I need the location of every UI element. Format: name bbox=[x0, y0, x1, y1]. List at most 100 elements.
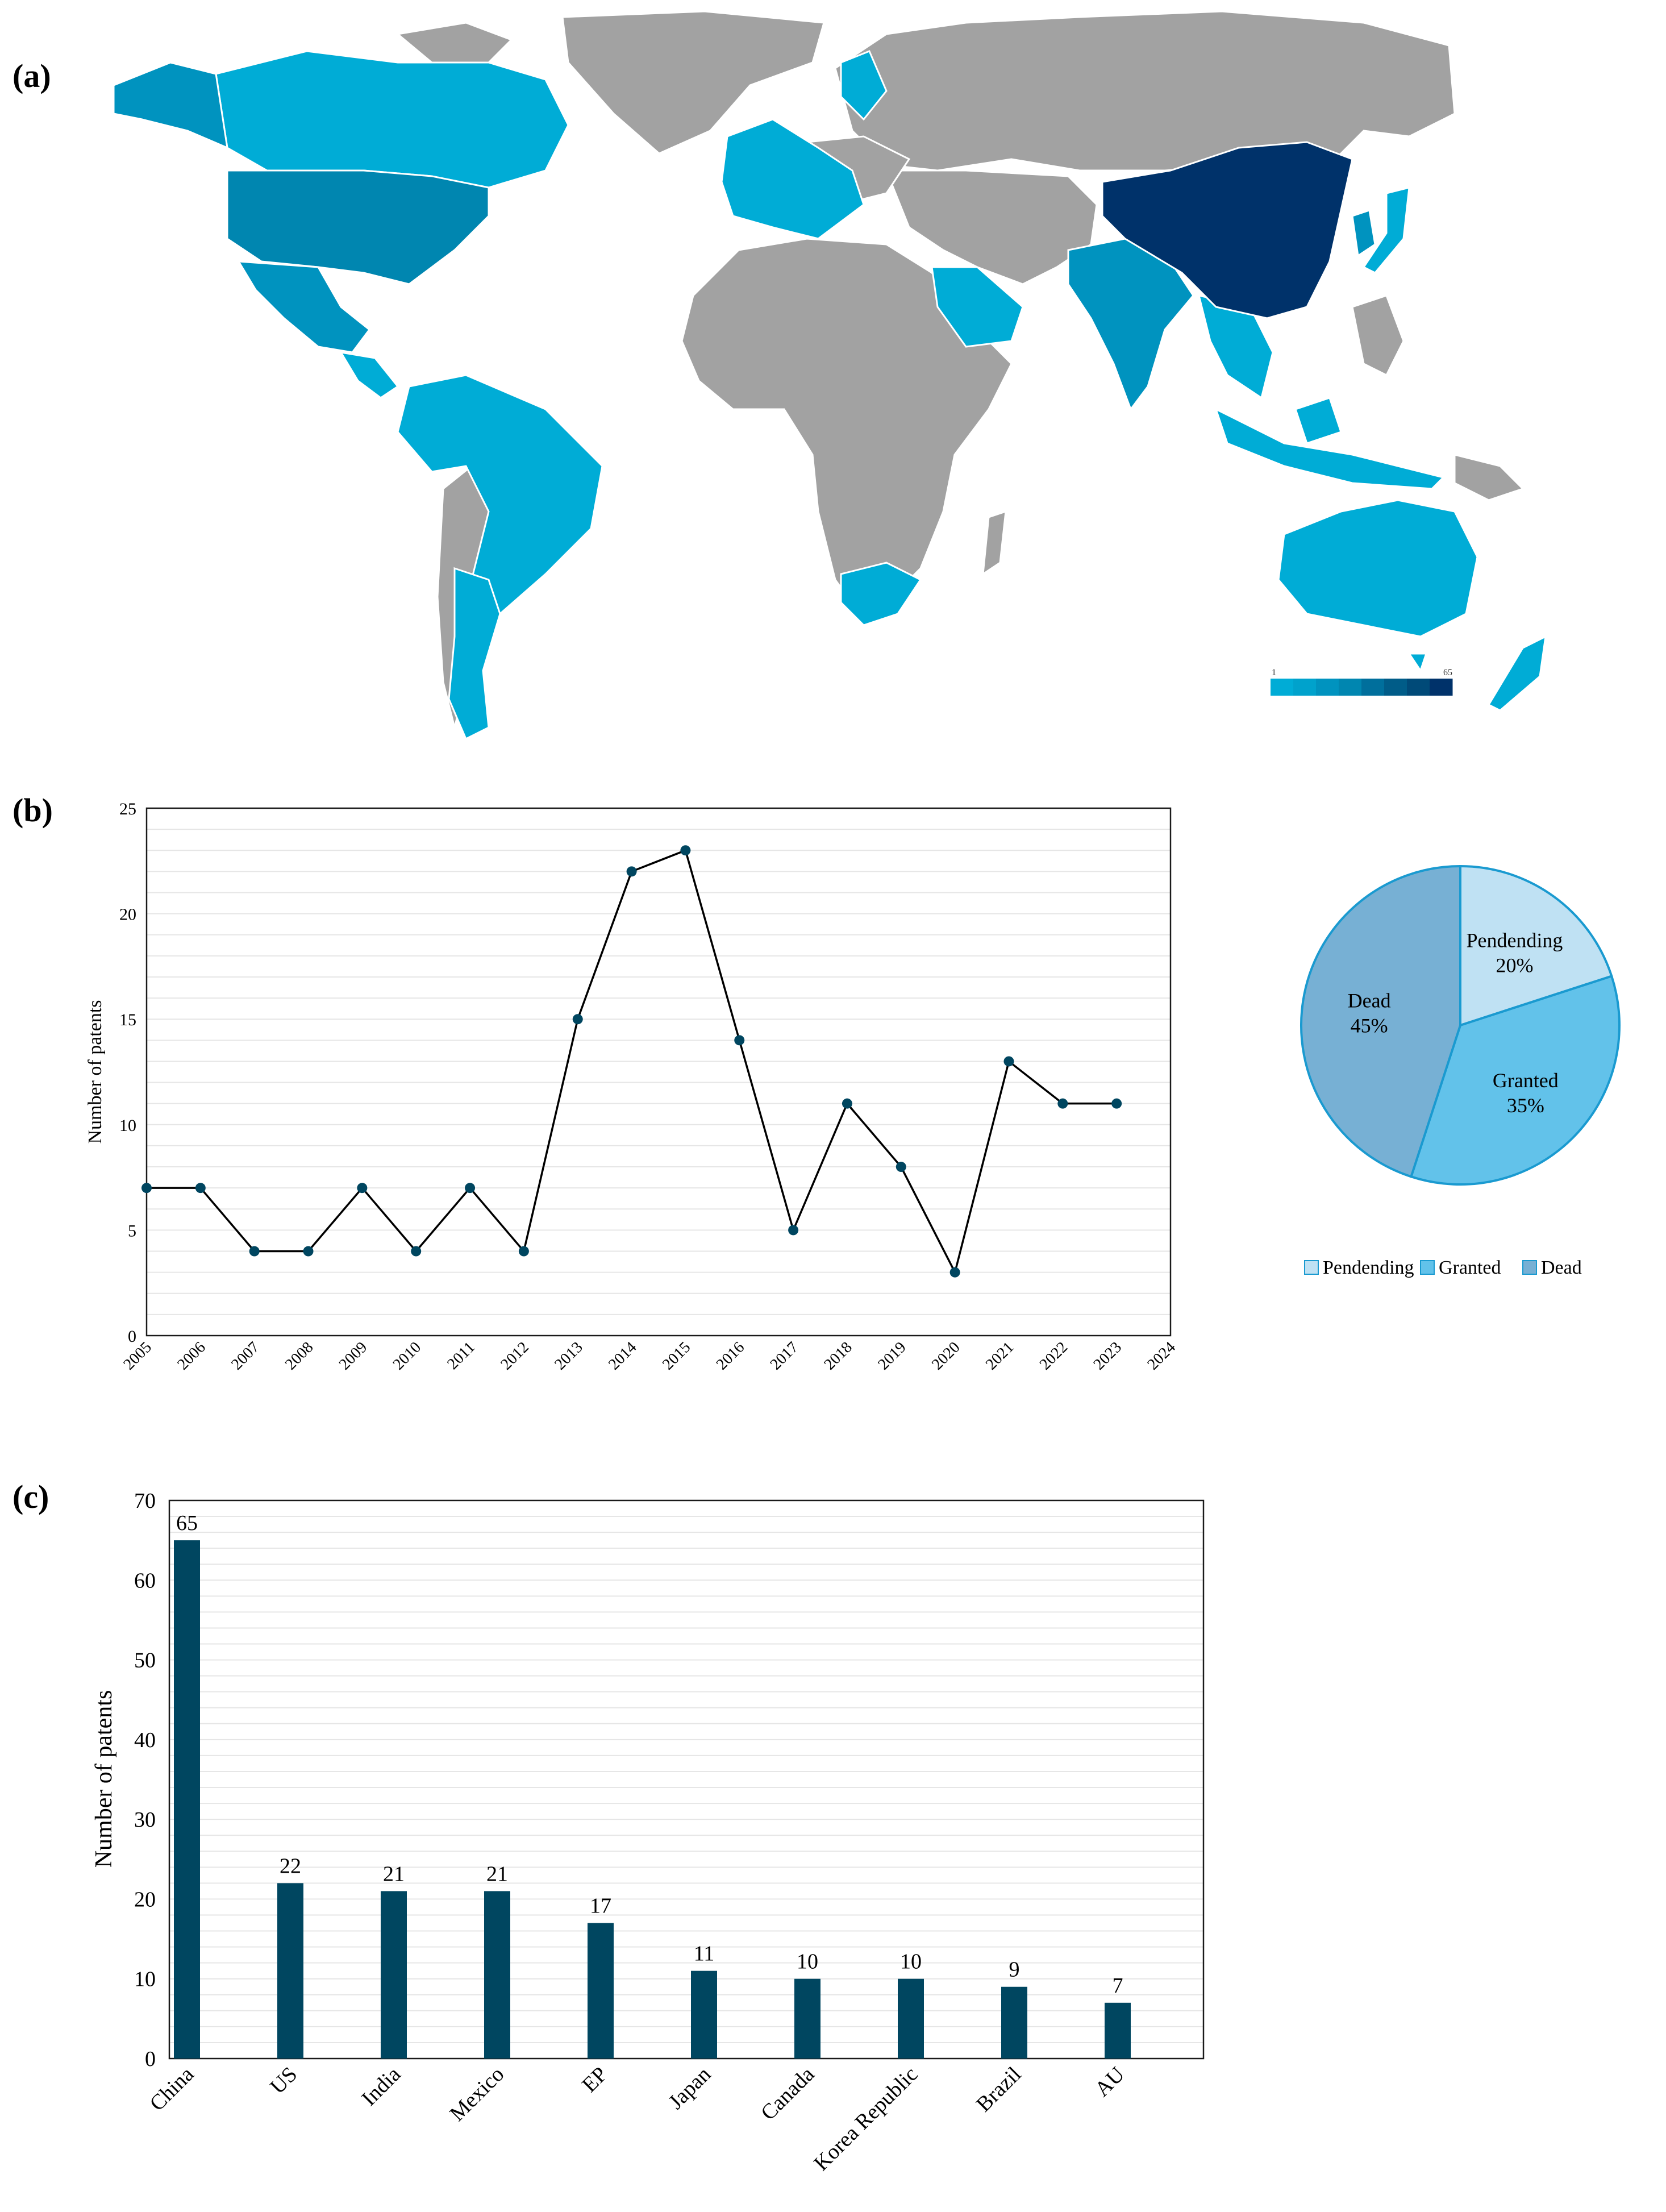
central-asia-shape bbox=[885, 169, 1098, 285]
map-legend-swatch bbox=[1339, 679, 1362, 696]
line-chart-point bbox=[1057, 1098, 1068, 1109]
tasmania-shape bbox=[1407, 652, 1428, 673]
bar-chart-x-tick-label: US bbox=[265, 2063, 302, 2099]
line-chart-x-tick-label: 2018 bbox=[820, 1338, 856, 1374]
bar-data-label: 9 bbox=[1009, 1958, 1020, 1982]
line-chart-x-ticks: 2005 2006 2007 2008 2009 2010 2011 2012 2013 2014… bbox=[120, 1338, 1179, 1374]
bar-ep bbox=[588, 1923, 614, 2059]
bar-chart-x-tick-label: AU bbox=[1090, 2063, 1130, 2102]
pie-slice-dead bbox=[1300, 864, 1461, 1178]
world-map: 1 65 bbox=[113, 10, 1547, 741]
line-chart-point bbox=[626, 866, 637, 877]
line-chart-x-tick-label: 2019 bbox=[874, 1338, 910, 1374]
bar-chart-x-tick-label: Mexico bbox=[445, 2063, 509, 2126]
line-chart-y-ticks: 0 5 10 15 20 25 bbox=[119, 800, 136, 1346]
bar-chart-plot-frame bbox=[168, 1499, 1205, 2060]
korea-shape bbox=[1351, 209, 1376, 257]
bar-data-label: 21 bbox=[383, 1862, 405, 1886]
bar-chart-grid bbox=[169, 1516, 1203, 2043]
map-legend-swatch bbox=[1316, 679, 1339, 696]
japan-shape bbox=[1362, 186, 1410, 274]
new-zealand-shape bbox=[1487, 635, 1547, 712]
line-chart-x-tick-label: 2010 bbox=[390, 1338, 425, 1374]
pie-chart-slices bbox=[1300, 864, 1621, 1186]
line-chart-point bbox=[1111, 1098, 1122, 1109]
map-legend-swatch bbox=[1430, 679, 1453, 696]
mexico-shape bbox=[237, 260, 371, 354]
pie-slice-label: Granted bbox=[1493, 1069, 1559, 1092]
bar-brazil bbox=[1001, 1986, 1027, 2059]
line-chart-y-tick-label: 10 bbox=[119, 1116, 136, 1135]
se-asia-grey-shape bbox=[1351, 294, 1405, 377]
pie-chart-legend: Pendending Granted Dead bbox=[1304, 1257, 1582, 1278]
map-legend-swatch bbox=[1271, 679, 1294, 696]
map-legend-min: 1 bbox=[1272, 668, 1276, 677]
bar-india bbox=[381, 1891, 407, 2059]
map-legend-swatch bbox=[1293, 679, 1317, 696]
bar-chart-x-tick-label: Japan bbox=[664, 2063, 715, 2114]
line-chart-point bbox=[680, 845, 691, 856]
bar-data-label: 7 bbox=[1113, 1974, 1123, 1998]
usa-shape bbox=[226, 169, 490, 285]
bar-mexico bbox=[484, 1891, 510, 2059]
line-chart-y-tick-label: 20 bbox=[119, 905, 136, 924]
map-legend-max: 65 bbox=[1443, 668, 1452, 677]
map-legend: 1 65 bbox=[1271, 668, 1453, 696]
line-chart-point bbox=[842, 1098, 852, 1109]
line-chart-x-tick-label: 2024 bbox=[1144, 1338, 1179, 1374]
line-chart-y-tick-label: 0 bbox=[128, 1327, 136, 1346]
line-chart-x-tick-label: 2011 bbox=[444, 1338, 478, 1373]
scandinavia-shape bbox=[840, 50, 888, 121]
pie-slice-percent: 35% bbox=[1507, 1094, 1544, 1117]
land-with-data bbox=[113, 50, 1547, 741]
line-chart-y-axis-label: Number of patents bbox=[85, 1000, 106, 1144]
line-chart-x-tick-label: 2008 bbox=[282, 1338, 317, 1374]
bar-chart-x-tick-label: Canada bbox=[756, 2063, 819, 2125]
line-chart-point bbox=[357, 1183, 368, 1194]
line-chart-point bbox=[411, 1246, 422, 1257]
bar-canada bbox=[794, 1978, 820, 2059]
canada-shape bbox=[215, 50, 569, 189]
bar-chart-y-tick-label: 0 bbox=[145, 2047, 156, 2071]
bar-data-label: 22 bbox=[280, 1854, 301, 1878]
australia-shape bbox=[1277, 499, 1478, 638]
pie-slice-percent: 45% bbox=[1351, 1014, 1388, 1037]
south-africa-shape bbox=[840, 562, 922, 626]
bar-chart-x-tick-label: EP bbox=[577, 2063, 612, 2097]
pie-legend-swatch bbox=[1304, 1260, 1319, 1275]
line-chart-point bbox=[734, 1035, 745, 1046]
pie-slice-granted bbox=[1409, 974, 1621, 1186]
bar-china bbox=[174, 1540, 200, 2059]
bar-korea-republic bbox=[898, 1978, 924, 2059]
indonesia-shape bbox=[1214, 408, 1445, 490]
line-chart-x-tick-label: 2013 bbox=[551, 1338, 586, 1374]
europe-shape bbox=[720, 118, 865, 240]
line-chart-point bbox=[572, 1014, 583, 1025]
bar-chart-y-axis-label: Number of patents bbox=[91, 1690, 117, 1868]
map-legend-swatch bbox=[1384, 679, 1407, 696]
line-chart-x-tick-label: 2021 bbox=[982, 1338, 1018, 1374]
bar-us bbox=[277, 1883, 303, 2059]
line-chart-x-tick-label: 2016 bbox=[713, 1338, 748, 1374]
line-chart-x-tick-label: 2007 bbox=[228, 1338, 263, 1374]
line-chart-y-tick-label: 5 bbox=[128, 1221, 136, 1240]
borneo-shape bbox=[1294, 397, 1342, 444]
pie-legend-label: Dead bbox=[1541, 1257, 1582, 1278]
line-chart-point bbox=[303, 1246, 314, 1257]
bar-data-label: 65 bbox=[176, 1511, 198, 1535]
line-chart-point bbox=[1003, 1056, 1014, 1067]
map-legend-swatch bbox=[1407, 679, 1430, 696]
pie-slice-percent: 20% bbox=[1496, 954, 1533, 977]
pie-legend-swatch bbox=[1522, 1260, 1537, 1275]
line-chart-x-tick-label: 2015 bbox=[659, 1338, 694, 1374]
line-chart-x-tick-label: 2009 bbox=[336, 1338, 371, 1374]
bar-data-label: 17 bbox=[590, 1894, 611, 1918]
line-chart-point bbox=[465, 1183, 476, 1194]
madagascar-shape bbox=[982, 510, 1007, 576]
africa-shape bbox=[681, 238, 1013, 621]
line-chart-x-tick-label: 2023 bbox=[1090, 1338, 1126, 1374]
bar-chart-y-tick-label: 50 bbox=[134, 1649, 156, 1673]
panel-label-c: (c) bbox=[13, 1478, 49, 1515]
bar-chart-x-tick-label: India bbox=[357, 2063, 405, 2111]
